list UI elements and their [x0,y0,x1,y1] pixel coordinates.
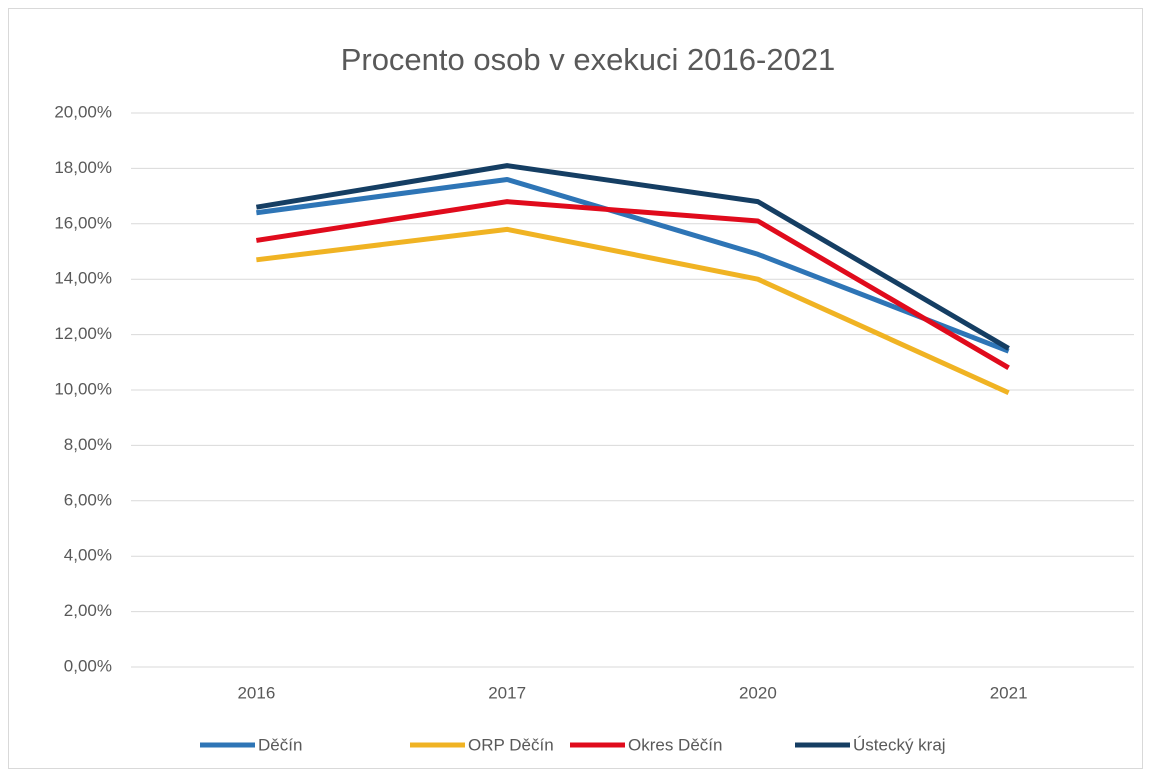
x-tick-label: 2021 [990,683,1028,702]
y-tick-label: 4,00% [64,546,112,565]
y-tick-label: 6,00% [64,490,112,509]
legend-label: Ústecký kraj [853,735,946,754]
x-tick-label: 2017 [488,683,526,702]
y-tick-label: 8,00% [64,435,112,454]
y-tick-label: 18,00% [54,158,112,177]
y-tick-label: 12,00% [54,324,112,343]
x-tick-label: 2016 [237,683,275,702]
y-tick-label: 0,00% [64,656,112,675]
x-tick-label: 2020 [739,683,777,702]
legend-label: ORP Děčín [468,735,554,754]
y-tick-label: 14,00% [54,269,112,288]
y-tick-label: 2,00% [64,601,112,620]
legend-label: Okres Děčín [628,735,722,754]
chart-border [8,8,1143,769]
series-line [256,226,1010,396]
chart-title: Procento osob v exekuci 2016-2021 [341,42,836,77]
y-tick-label: 10,00% [54,379,112,398]
series-line [255,199,1010,370]
y-tick-label: 16,00% [54,213,112,232]
y-tick-label: 20,00% [54,102,112,121]
series-line [255,163,1010,351]
series-line [256,176,1010,354]
legend-label: Děčín [258,735,302,754]
